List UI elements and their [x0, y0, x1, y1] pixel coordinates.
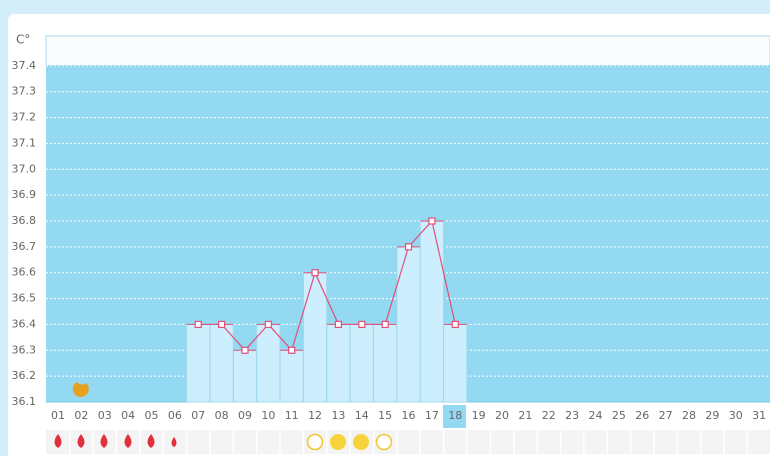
y-tick-label: 36.7: [12, 240, 37, 253]
x-tick-label: 26: [635, 409, 649, 422]
y-tick-label: 36.9: [12, 188, 37, 201]
x-tick-label: 13: [331, 409, 345, 422]
temperature-bar: [373, 323, 398, 403]
y-tick-label: 36.2: [12, 369, 37, 382]
temperature-point: [358, 320, 366, 329]
drop: [171, 437, 177, 447]
x-tick-label: 14: [355, 409, 369, 422]
y-tick-label: 36.6: [12, 266, 37, 279]
drop: [77, 434, 85, 448]
temperature-point: [311, 269, 319, 277]
x-tick-label: 23: [565, 409, 579, 422]
y-tick-label: 36.8: [12, 214, 37, 227]
fertile-circle: [330, 434, 346, 450]
x-tick-label: 11: [285, 409, 299, 422]
x-tick-label: 01: [51, 409, 65, 422]
icon-row: [46, 430, 770, 454]
x-tick-label: 16: [402, 409, 416, 422]
period-drops: [54, 434, 177, 448]
temperature-bar: [232, 349, 258, 403]
temperature-line: [198, 219, 456, 352]
x-tick-label: 18: [448, 409, 462, 422]
temperature-point: [264, 320, 272, 329]
fertile-circle: [353, 434, 369, 450]
drop: [100, 434, 108, 448]
temperature-point: [404, 243, 413, 251]
y-axis-label: C°: [16, 33, 30, 47]
x-tick-label: 28: [682, 409, 696, 422]
temperature-point: [241, 346, 249, 354]
y-tick-label: 37.4: [12, 59, 37, 72]
x-tick-label: 02: [74, 409, 88, 422]
temperature-point: [217, 320, 226, 329]
x-tick-label: 12: [308, 409, 322, 422]
plot-top-band: [45, 35, 770, 67]
y-tick-label: 37.2: [12, 111, 37, 124]
x-tick-label: 08: [215, 409, 229, 422]
temperature-point: [381, 320, 389, 329]
temperature-bar: [326, 323, 351, 403]
fertile-circle: [306, 433, 324, 451]
temperature-bar: [396, 246, 421, 403]
x-tick-label: 31: [752, 409, 766, 422]
temperature-bar: [186, 323, 211, 403]
temperature-bar: [209, 323, 234, 403]
x-tick-label: 15: [378, 409, 392, 422]
y-tick-label: 37.0: [12, 162, 37, 175]
temperature-point: [451, 320, 459, 329]
x-tick-label: 29: [705, 409, 719, 422]
drop: [124, 434, 132, 448]
x-tick-label: 05: [144, 409, 158, 422]
temperature-point: [334, 320, 343, 329]
x-tick-label: 22: [542, 409, 556, 422]
temperature-bar: [349, 323, 374, 403]
temperature-bar: [256, 323, 281, 403]
x-tick-label: 03: [98, 409, 112, 422]
y-tick-label: 36.1: [12, 395, 37, 408]
temperature-bar: [443, 323, 468, 403]
drop: [147, 434, 155, 448]
moon-icon: [72, 382, 89, 398]
x-tick-label: 27: [659, 409, 673, 422]
temperature-point: [194, 320, 202, 329]
fertile-circle: [375, 433, 393, 451]
y-tick-label: 36.5: [12, 292, 37, 305]
y-tick-label: 36.4: [12, 317, 37, 330]
drop: [54, 434, 62, 448]
temperature-bar: [419, 220, 445, 403]
temperature-point: [428, 217, 436, 225]
x-tick-label: 25: [612, 409, 626, 422]
x-tick-label: 06: [168, 409, 182, 422]
x-tick-label: 21: [518, 409, 532, 422]
x-tick-label: 19: [472, 409, 486, 422]
temperature-bar: [279, 349, 304, 403]
icon-row-bg: [46, 430, 770, 454]
x-tick-label: 20: [495, 409, 509, 422]
x-tick-label: 09: [238, 409, 252, 422]
x-tick-label: 17: [425, 409, 439, 422]
x-tick-label: 07: [191, 409, 205, 422]
temperature-point: [288, 346, 296, 354]
y-tick-label: 37.1: [12, 136, 37, 149]
today-highlight: [443, 405, 466, 428]
x-tick-label: 30: [729, 409, 743, 422]
y-tick-label: 36.3: [12, 343, 37, 356]
x-tick-label: 24: [589, 409, 603, 422]
x-tick-label: 10: [261, 409, 275, 422]
y-tick-label: 37.3: [12, 85, 37, 98]
x-tick-label: 04: [121, 409, 135, 422]
